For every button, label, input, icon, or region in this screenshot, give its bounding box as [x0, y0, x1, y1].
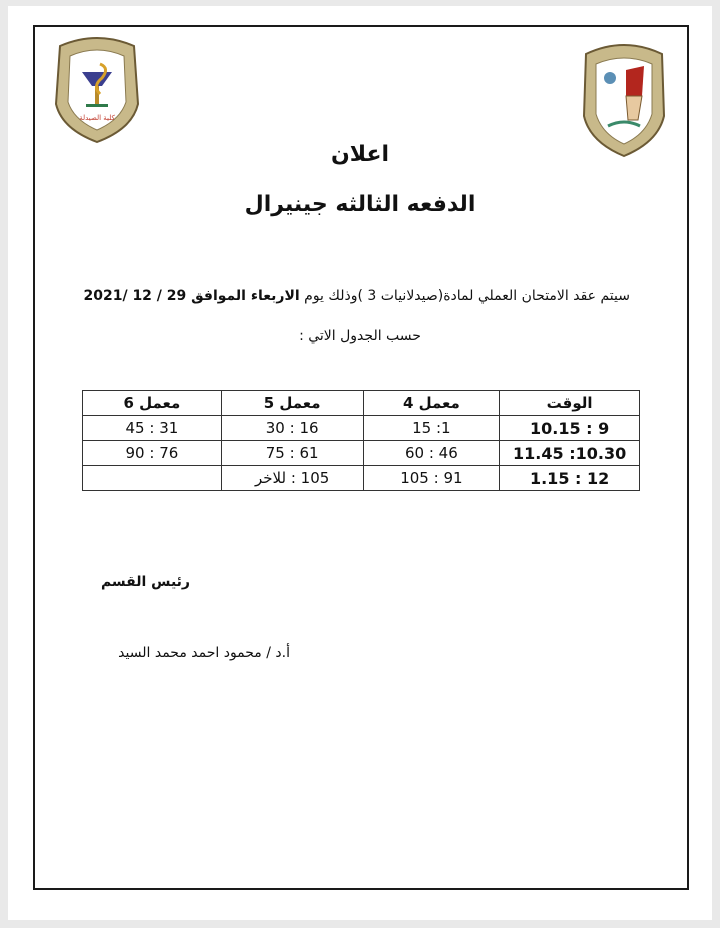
table-header-row: الوقت معمل 4 معمل 5 معمل 6: [82, 390, 640, 416]
lab-6-cell: 31 : 45: [82, 415, 222, 441]
schedule-intro: حسب الجدول الاتي :: [299, 328, 421, 344]
lab-5-cell: 105 : للاخر: [220, 465, 364, 491]
lab-5-cell: 61 : 75: [220, 440, 364, 466]
header-lab-5: معمل 5: [220, 390, 364, 416]
department-head-label: رئيس القسم: [100, 574, 190, 590]
time-cell: 12 : 1.15: [499, 465, 640, 491]
announcement-text-normal: سيتم عقد الامتحان العملي لمادة(صيدلانيات…: [299, 288, 630, 304]
header-lab-4: معمل 4: [362, 390, 501, 416]
faculty-of-pharmacy-logo: كلية الصيدلة: [54, 37, 140, 144]
document-border: [33, 25, 689, 890]
announcement-subtitle: الدفعه الثالثه جينيرال: [244, 192, 476, 217]
svg-text:كلية الصيدلة: كلية الصيدلة: [79, 114, 115, 122]
signatory-name: أ.د / محمود احمد محمد السيد: [118, 645, 290, 661]
exam-date: الاربعاء الموافق 29 / 12 /2021: [83, 288, 300, 304]
lab-5-cell: 16 : 30: [220, 415, 364, 441]
table-row: 12 : 1.15 91 : 105 105 : للاخر: [82, 465, 640, 491]
announcement-title: اعلان: [330, 142, 390, 167]
exam-announcement-text: سيتم عقد الامتحان العملي لمادة(صيدلانيات…: [83, 288, 630, 304]
header-time: الوقت: [499, 390, 640, 416]
time-cell: 9 : 10.15: [499, 415, 640, 441]
lab-6-cell: [82, 465, 222, 491]
table-row: 9 : 10.15 1: 15 16 : 30 31 : 45: [82, 415, 640, 441]
lab-4-cell: 91 : 105: [362, 465, 501, 491]
header-lab-6: معمل 6: [82, 390, 222, 416]
schedule-table: الوقت معمل 4 معمل 5 معمل 6 9 : 10.15 1: …: [82, 390, 640, 491]
sohag-university-logo: [582, 44, 666, 158]
lab-4-cell: 46 : 60: [362, 440, 501, 466]
lab-6-cell: 76 : 90: [82, 440, 222, 466]
table-row: 10.30: 11.45 46 : 60 61 : 75 76 : 90: [82, 440, 640, 466]
lab-4-cell: 1: 15: [362, 415, 501, 441]
time-cell: 10.30: 11.45: [499, 440, 640, 466]
